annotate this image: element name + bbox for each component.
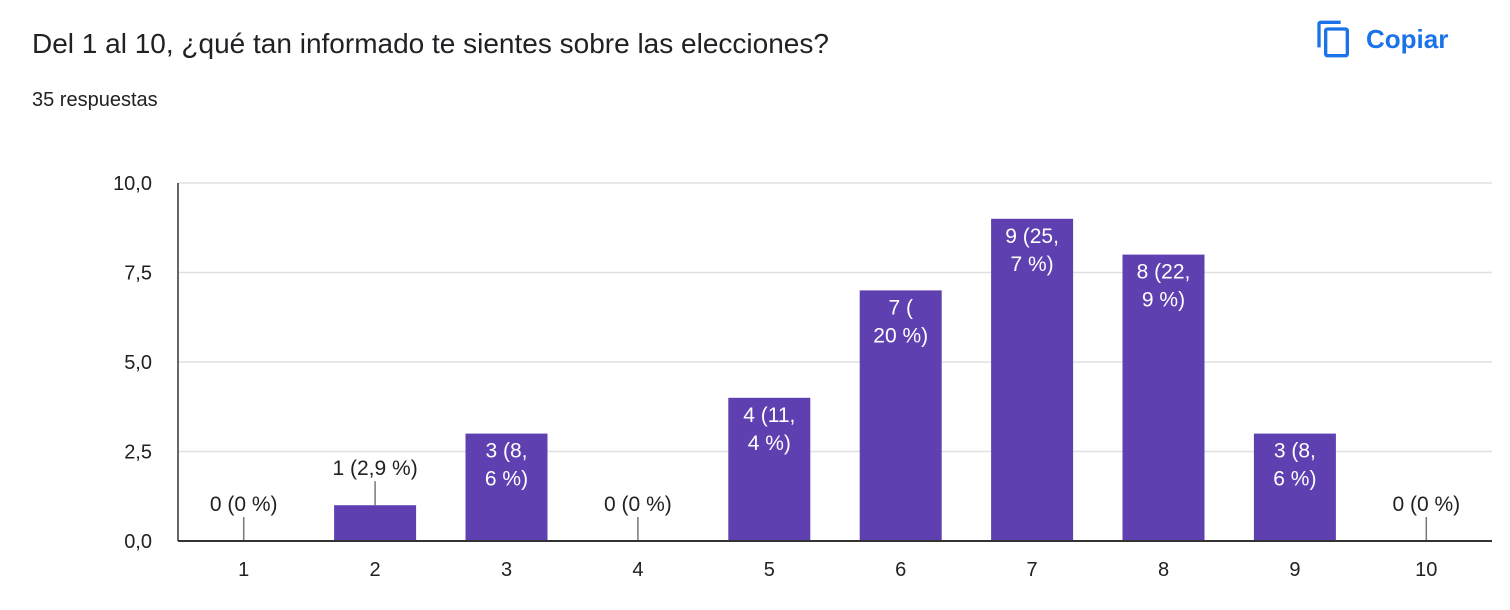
- data-label: 9 (25,: [1005, 225, 1059, 248]
- data-label: 1 (2,9 %): [332, 457, 417, 480]
- data-label: 7 (: [888, 296, 913, 319]
- data-label: 20 %): [873, 324, 928, 347]
- copy-button-label: Copiar: [1366, 23, 1449, 54]
- bar: [728, 397, 811, 541]
- data-label: 8 (22,: [1137, 261, 1191, 284]
- data-label: 4 (11,: [743, 404, 795, 427]
- y-tick-label: 10,0: [113, 173, 152, 195]
- data-label: 7 %): [1011, 253, 1054, 276]
- data-label: 0 (0 %): [604, 493, 672, 516]
- bar: [859, 290, 942, 541]
- bar: [1122, 254, 1205, 541]
- data-label: 6 %): [1273, 468, 1316, 491]
- y-tick-label: 5,0: [124, 352, 152, 374]
- x-tick-label: 10: [1415, 559, 1437, 581]
- y-tick-label: 7,5: [124, 263, 152, 285]
- x-tick-label: 6: [895, 559, 906, 581]
- y-tick-label: 0,0: [124, 531, 152, 553]
- data-label: 6 %): [485, 468, 528, 491]
- response-count: 35 respuestas: [32, 89, 158, 111]
- x-tick-label: 8: [1158, 559, 1169, 581]
- data-label: 0 (0 %): [210, 493, 278, 516]
- x-tick-label: 3: [501, 559, 512, 581]
- x-tick-label: 4: [632, 559, 643, 581]
- data-label: 3 (8,: [485, 440, 527, 463]
- x-tick-label: 2: [370, 559, 381, 581]
- bar: [1253, 433, 1336, 541]
- chart-title: Del 1 al 10, ¿qué tan informado te sient…: [32, 28, 829, 59]
- bar: [991, 218, 1074, 542]
- x-tick-label: 7: [1027, 559, 1038, 581]
- data-label: 4 %): [748, 432, 791, 455]
- data-label: 9 %): [1142, 289, 1185, 312]
- data-label: 3 (8,: [1274, 440, 1316, 463]
- x-tick-label: 1: [238, 559, 249, 581]
- x-tick-label: 5: [764, 559, 775, 581]
- copy-icon: [1317, 20, 1349, 58]
- y-tick-label: 2,5: [124, 442, 152, 464]
- bar: [334, 505, 417, 541]
- bar: [465, 433, 548, 541]
- copy-button[interactable]: Copiar: [1304, 12, 1458, 66]
- x-tick-label: 9: [1289, 559, 1300, 581]
- data-label: 0 (0 %): [1392, 493, 1460, 516]
